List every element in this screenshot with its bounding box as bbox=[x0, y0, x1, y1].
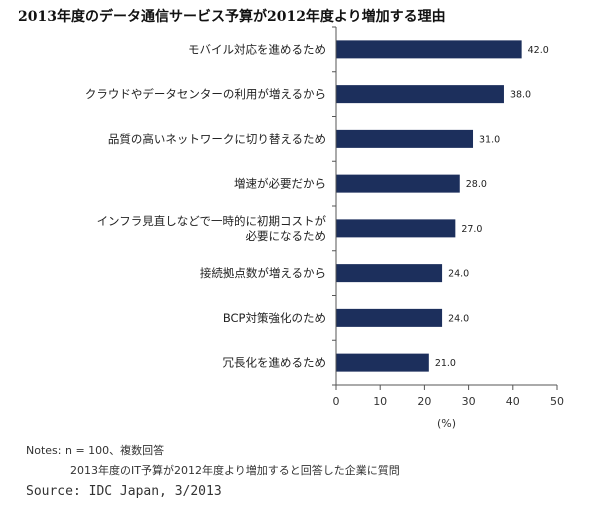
bar bbox=[336, 174, 460, 193]
value-label: 31.0 bbox=[479, 134, 500, 145]
bar bbox=[336, 219, 456, 238]
category-label: 冗長化を進めるため bbox=[223, 356, 327, 370]
category-label: インフラ見直しなどで一時的に初期コストが bbox=[97, 214, 327, 228]
value-labels: 42.0 38.0 31.0 28.0 27.0 24.0 24.0 21.0 bbox=[435, 45, 549, 369]
x-tick-label: 0 bbox=[333, 395, 340, 408]
x-tick-label: 10 bbox=[373, 395, 387, 408]
x-tick-label: 20 bbox=[417, 395, 431, 408]
category-label: 品質の高いネットワークに切り替えるため bbox=[108, 132, 326, 146]
category-label: クラウドやデータセンターの利用が増えるから bbox=[85, 87, 326, 101]
x-tick-label: 50 bbox=[550, 395, 564, 408]
value-label: 24.0 bbox=[448, 313, 469, 324]
value-label: 38.0 bbox=[510, 90, 531, 101]
x-tick-label: 30 bbox=[462, 395, 476, 408]
notes: Notes: n = 100、複数回答 2013年度のIT予算が2012年度より… bbox=[26, 441, 400, 481]
chart-title: 2013年度のデータ通信サービス予算が2012年度より増加する理由 bbox=[18, 9, 446, 25]
bar bbox=[336, 308, 443, 327]
value-label: 21.0 bbox=[435, 358, 456, 369]
x-axis: 0 10 20 30 40 50 bbox=[332, 26, 564, 408]
value-label: 28.0 bbox=[466, 179, 487, 190]
category-label: BCP対策強化のため bbox=[223, 311, 326, 325]
category-labels: モバイル対応を進めるためクラウドやデータセンターの利用が増えるから品質の高いネッ… bbox=[85, 42, 327, 369]
x-tick-label: 40 bbox=[506, 395, 520, 408]
category-label: モバイル対応を進めるため bbox=[188, 42, 326, 56]
bar bbox=[336, 40, 522, 59]
notes-line-2: 2013年度のIT予算が2012年度より増加すると回答した企業に質問 bbox=[70, 464, 400, 477]
bar bbox=[336, 85, 504, 104]
category-label: 必要になるため bbox=[246, 229, 327, 243]
value-label: 27.0 bbox=[461, 224, 482, 235]
value-label: 42.0 bbox=[528, 45, 549, 56]
bars bbox=[336, 40, 522, 372]
source-text: Source: IDC Japan, 3/2013 bbox=[26, 484, 222, 499]
value-label: 24.0 bbox=[448, 269, 469, 280]
x-axis-label: (%) bbox=[437, 417, 456, 430]
bar bbox=[336, 264, 443, 283]
notes-line-1: Notes: n = 100、複数回答 bbox=[26, 444, 165, 457]
category-label: 増速が必要だから bbox=[234, 177, 326, 191]
bar bbox=[336, 353, 429, 372]
bar bbox=[336, 129, 474, 148]
bar-chart: モバイル対応を進めるためクラウドやデータセンターの利用が増えるから品質の高いネッ… bbox=[85, 26, 564, 430]
category-label: 接続拠点数が増えるから bbox=[200, 266, 326, 280]
